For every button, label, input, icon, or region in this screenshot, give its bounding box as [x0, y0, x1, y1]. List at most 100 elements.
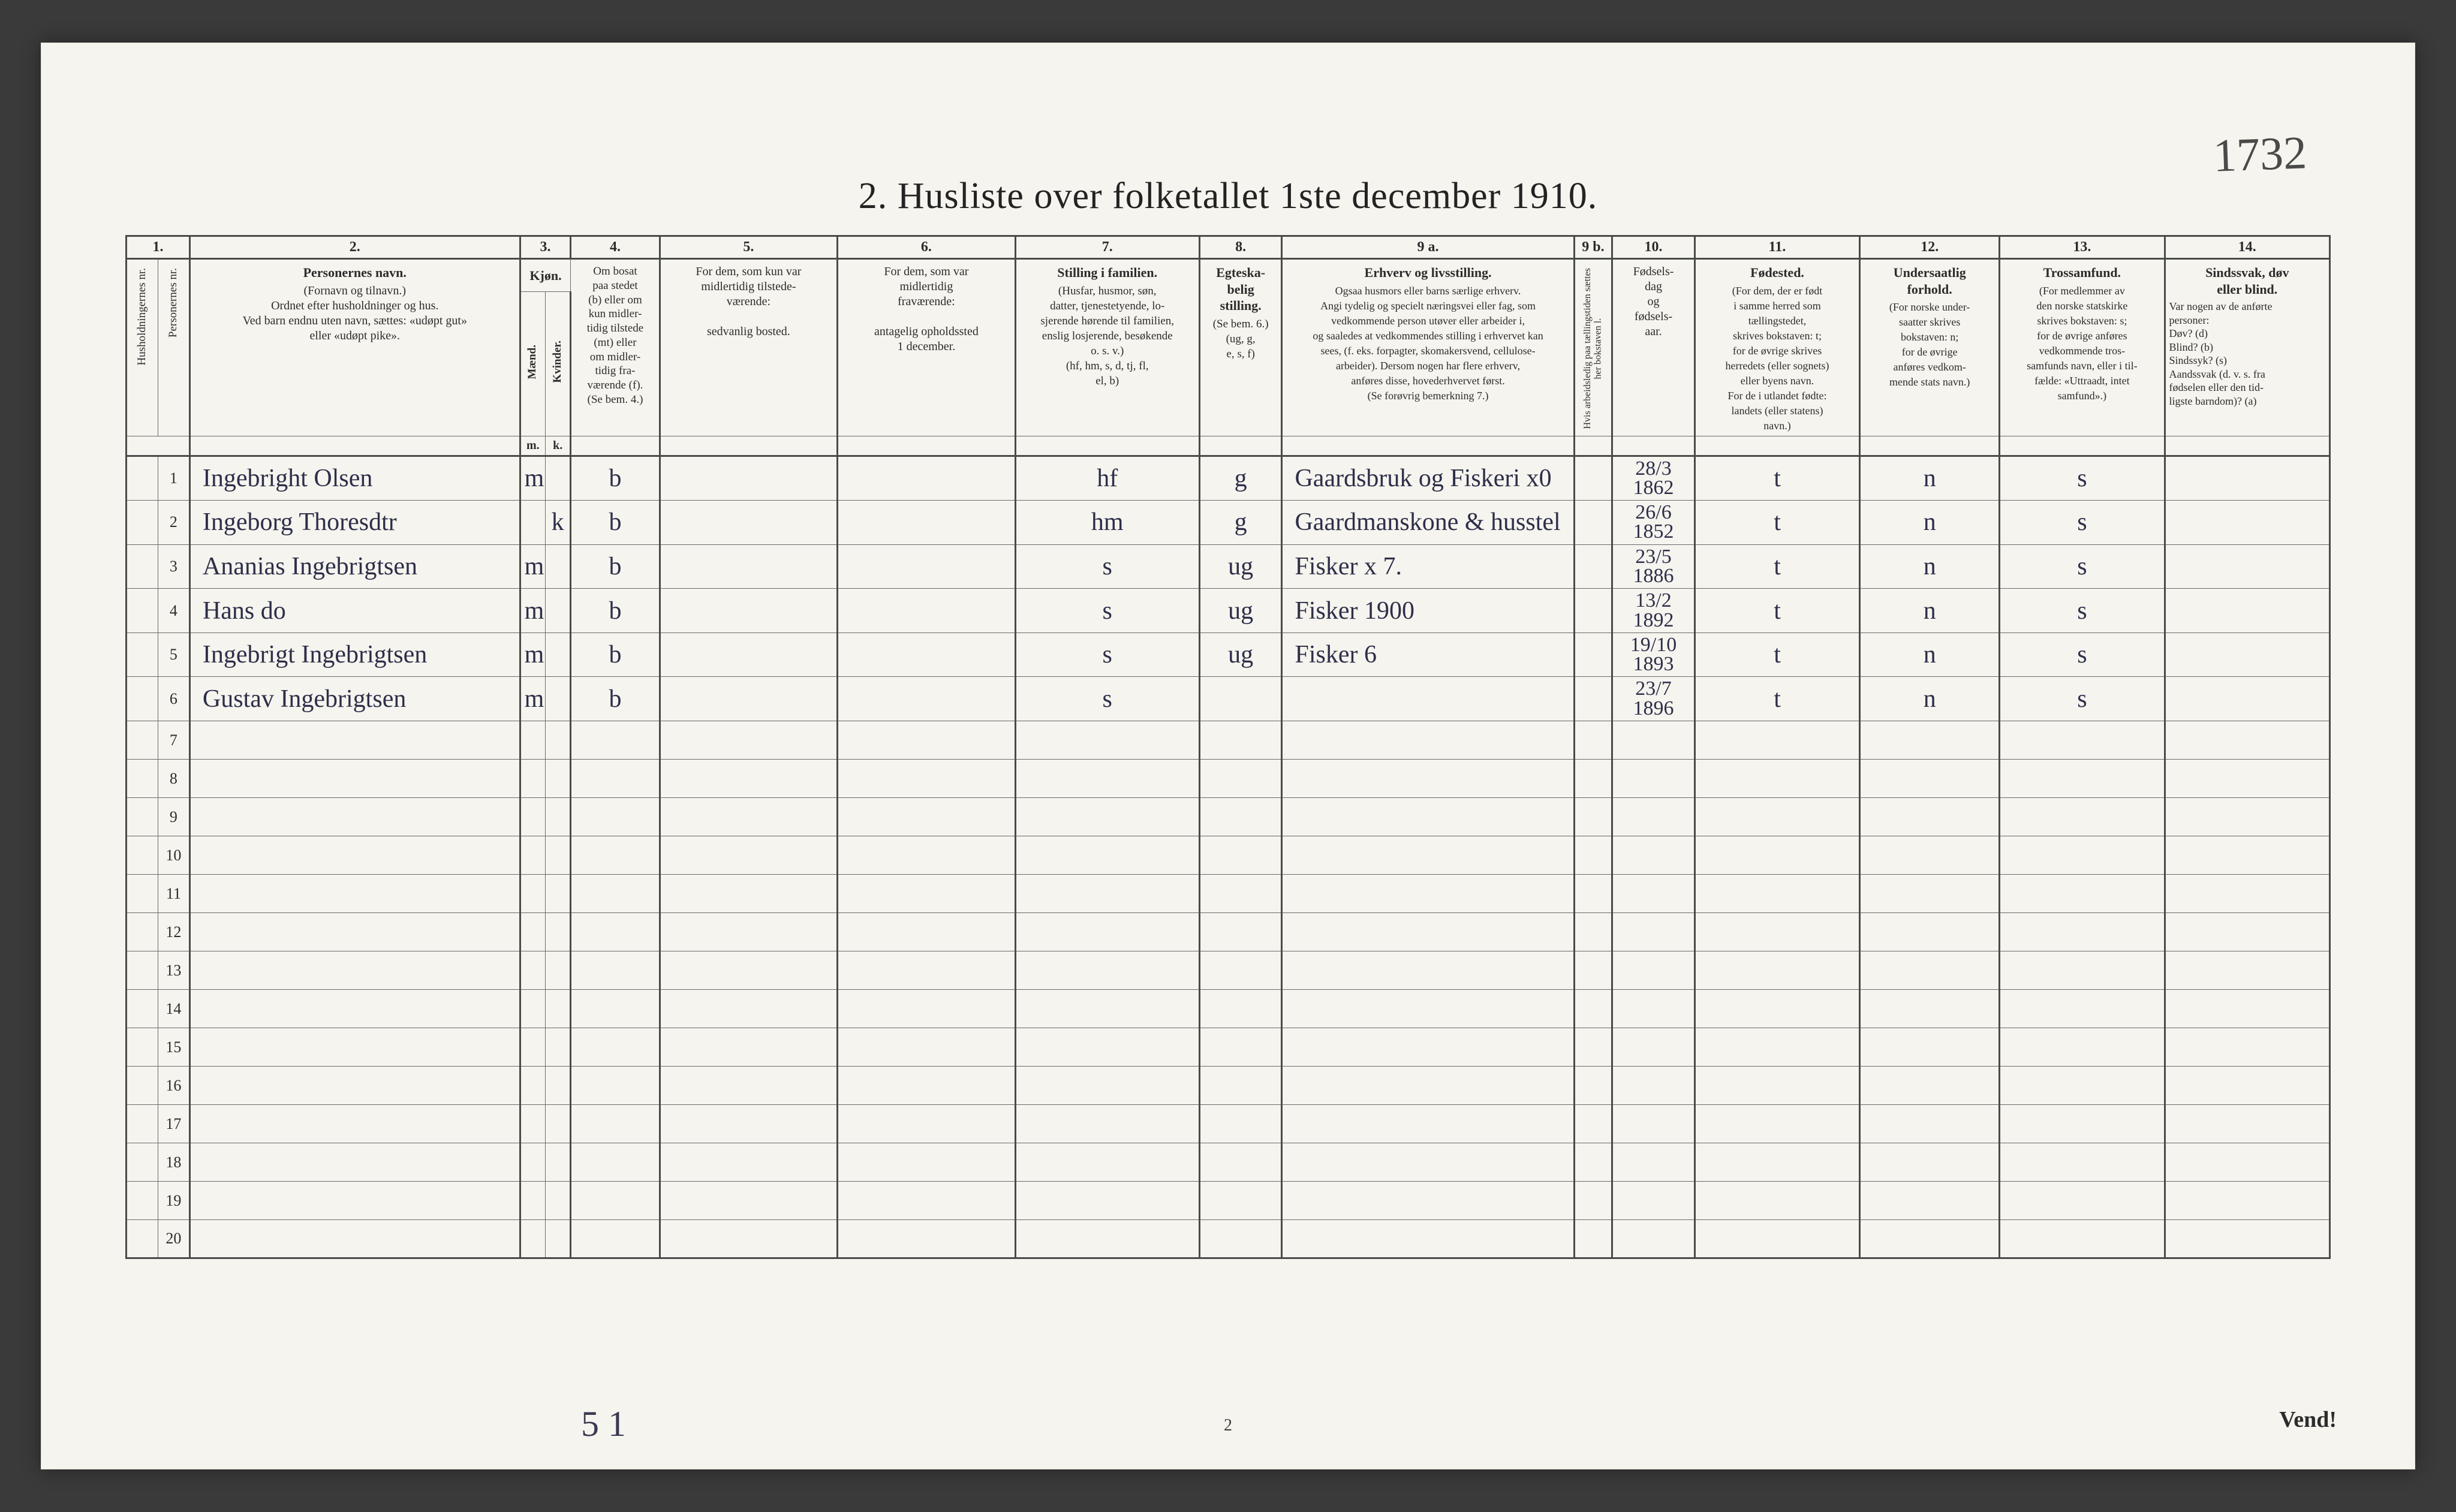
footer-handwritten: 5 1 — [581, 1403, 626, 1445]
col-6: 6. — [838, 236, 1016, 259]
hdr-7: Stilling i familien. (Husfar, husmor, sø… — [1015, 259, 1199, 436]
col-3: 3. — [520, 236, 571, 259]
table-row-empty: 13 — [127, 951, 2330, 990]
cell-household — [127, 1143, 158, 1182]
header-main-row: Husholdningernes nr. Personernes nr. Per… — [127, 259, 2330, 292]
cell-m: m — [520, 456, 545, 501]
cell-c5 — [660, 632, 838, 677]
cell-bosat: b — [571, 456, 660, 501]
footer-page-number: 2 — [1224, 1416, 1232, 1435]
cell-bosat: b — [571, 677, 660, 721]
census-tbody: 1Ingebright OlsenmbhfgGaardsbruk og Fisk… — [127, 456, 2330, 1258]
cell-person-nr: 19 — [158, 1182, 189, 1220]
cell-citizenship: n — [1860, 456, 2000, 501]
table-row-empty: 16 — [127, 1067, 2330, 1105]
cell-person-nr: 4 — [158, 589, 189, 633]
cell-bosat: b — [571, 501, 660, 545]
cell-birth: 23/5 1886 — [1612, 544, 1695, 589]
cell-person-nr: 5 — [158, 632, 189, 677]
hdr-6: For dem, som var midlertidig fraværende:… — [838, 259, 1016, 436]
cell-family: hm — [1015, 501, 1199, 545]
hdr-11: Fødested. (For dem, der er født i samme … — [1694, 259, 1859, 436]
table-row-empty: 14 — [127, 990, 2330, 1028]
cell-family: s — [1015, 589, 1199, 633]
col-9b: 9 b. — [1574, 236, 1612, 259]
hdr-m: m. — [520, 436, 545, 456]
cell-birth: 19/10 1893 — [1612, 632, 1695, 677]
cell-birthplace: t — [1694, 456, 1859, 501]
cell-person-nr: 11 — [158, 875, 189, 913]
col-9a: 9 a. — [1282, 236, 1574, 259]
cell-household — [127, 589, 158, 633]
cell-c5 — [660, 544, 838, 589]
cell-k: k — [545, 501, 570, 545]
cell-person-nr: 15 — [158, 1028, 189, 1067]
col-5: 5. — [660, 236, 838, 259]
col-10: 10. — [1612, 236, 1695, 259]
cell-person-nr: 16 — [158, 1067, 189, 1105]
cell-religion: s — [2000, 589, 2165, 633]
cell-person-nr: 14 — [158, 990, 189, 1028]
col-4: 4. — [571, 236, 660, 259]
cell-k — [545, 677, 570, 721]
table-row: 5Ingebrigt IngebrigtsenmbsugFisker 619/1… — [127, 632, 2330, 677]
table-row-empty: 18 — [127, 1143, 2330, 1182]
hdr-3-title: Kjøn. — [520, 259, 571, 292]
cell-family: s — [1015, 677, 1199, 721]
table-row-empty: 11 — [127, 875, 2330, 913]
col-1: 1. — [127, 236, 190, 259]
cell-religion: s — [2000, 501, 2165, 545]
cell-marital: ug — [1199, 632, 1282, 677]
cell-disability — [2165, 501, 2329, 545]
cell-birth: 23/7 1896 — [1612, 677, 1695, 721]
cell-name: Ingebrigt Ingebrigtsen — [189, 632, 520, 677]
cell-family: hf — [1015, 456, 1199, 501]
cell-birthplace: t — [1694, 632, 1859, 677]
cell-birth: 26/6 1852 — [1612, 501, 1695, 545]
cell-household — [127, 677, 158, 721]
cell-disability — [2165, 589, 2329, 633]
cell-person-nr: 18 — [158, 1143, 189, 1182]
cell-c6 — [838, 632, 1016, 677]
cell-household — [127, 875, 158, 913]
cell-9b — [1574, 456, 1612, 501]
cell-person-nr: 7 — [158, 721, 189, 760]
cell-religion: s — [2000, 456, 2165, 501]
cell-family: s — [1015, 544, 1199, 589]
cell-c6 — [838, 501, 1016, 545]
cell-person-nr: 3 — [158, 544, 189, 589]
cell-m — [520, 501, 545, 545]
cell-occupation: Fisker 6 — [1282, 632, 1574, 677]
cell-religion: s — [2000, 544, 2165, 589]
table-row-empty: 12 — [127, 913, 2330, 951]
cell-household — [127, 913, 158, 951]
hdr-2: Personernes navn. (Fornavn og tilnavn.) … — [189, 259, 520, 436]
cell-person-nr: 1 — [158, 456, 189, 501]
cell-household — [127, 798, 158, 836]
cell-bosat: b — [571, 544, 660, 589]
cell-c6 — [838, 589, 1016, 633]
cell-family: s — [1015, 632, 1199, 677]
cell-k — [545, 589, 570, 633]
cell-household — [127, 1182, 158, 1220]
cell-household — [127, 760, 158, 798]
cell-household — [127, 1105, 158, 1143]
cell-citizenship: n — [1860, 632, 2000, 677]
cell-person-nr: 13 — [158, 951, 189, 990]
column-number-row: 1. 2. 3. 4. 5. 6. 7. 8. 9 a. 9 b. 10. 11… — [127, 236, 2330, 259]
hdr-8: Egteska- belig stilling. (Se bem. 6.) (u… — [1199, 259, 1282, 436]
census-page: 1732 2. Husliste over folketallet 1ste d… — [41, 43, 2415, 1469]
cell-birth: 13/2 1892 — [1612, 589, 1695, 633]
cell-household — [127, 1220, 158, 1258]
cell-citizenship: n — [1860, 589, 2000, 633]
table-row-empty: 15 — [127, 1028, 2330, 1067]
hdr-3a: Mænd. — [520, 291, 545, 436]
cell-disability — [2165, 632, 2329, 677]
hdr-1a: Husholdningernes nr. — [127, 259, 158, 436]
cell-birthplace: t — [1694, 589, 1859, 633]
cell-citizenship: n — [1860, 677, 2000, 721]
cell-person-nr: 12 — [158, 913, 189, 951]
cell-religion: s — [2000, 677, 2165, 721]
hdr-3b: Kvinder. — [545, 291, 570, 436]
table-row-empty: 19 — [127, 1182, 2330, 1220]
